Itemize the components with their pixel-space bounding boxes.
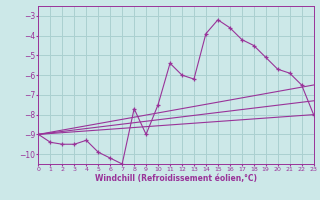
X-axis label: Windchill (Refroidissement éolien,°C): Windchill (Refroidissement éolien,°C) (95, 174, 257, 183)
